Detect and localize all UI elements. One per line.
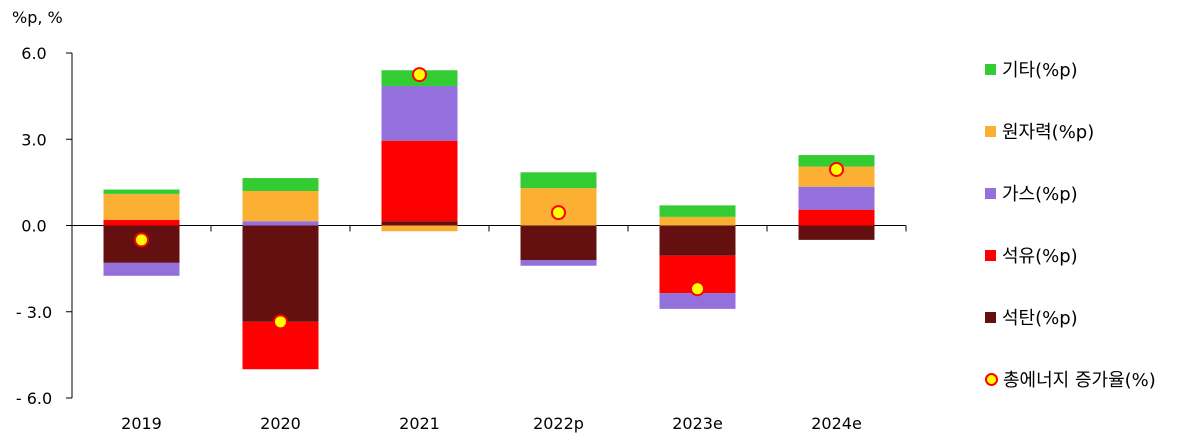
bar-segment	[103, 189, 180, 194]
legend-swatch	[985, 311, 996, 323]
x-tick-label: 2020	[260, 414, 301, 433]
bar-segment	[659, 205, 736, 217]
bar-segment	[798, 155, 875, 167]
bar-segment	[381, 225, 458, 232]
bar-segment	[520, 260, 597, 266]
x-tick-label: 2019	[121, 414, 162, 433]
legend-item: 기타(%p)	[985, 38, 1195, 100]
legend-swatch	[985, 63, 996, 75]
legend-marker-swatch	[985, 372, 998, 386]
bar-segment	[103, 219, 180, 226]
total-marker	[551, 205, 566, 221]
bar-segment	[520, 225, 597, 260]
total-marker	[690, 281, 705, 297]
bar-segment	[798, 209, 875, 226]
bars	[103, 70, 875, 370]
bar-segment	[798, 186, 875, 210]
bar-segment	[798, 225, 875, 240]
total-marker	[273, 314, 288, 330]
legend-swatch	[985, 187, 996, 199]
y-tick-label: 3.0	[21, 130, 46, 149]
bar-segment	[381, 140, 458, 222]
legend-swatch	[985, 249, 996, 261]
total-marker	[134, 232, 149, 248]
bar-segment	[659, 216, 736, 226]
legend-item: 가스(%p)	[985, 162, 1195, 224]
legend-label: 기타(%p)	[1002, 60, 1078, 81]
bar-segment	[381, 86, 458, 141]
axes	[66, 52, 907, 399]
y-tick-label: 6.0	[21, 44, 46, 63]
x-tick-label: 2023e	[672, 414, 723, 433]
bar-segment	[659, 293, 736, 309]
bar-segment	[242, 321, 319, 370]
legend-label: 석유(%p)	[1002, 246, 1078, 267]
legend-label: 가스(%p)	[1002, 184, 1078, 205]
total-markers	[134, 67, 844, 330]
bar-segment	[103, 262, 180, 276]
legend-swatch	[985, 125, 996, 137]
tick-labels: 6.0 3.0 0.0 - 3.0 - 6.0 2019 2020 2021 2022p 2023…	[16, 44, 862, 433]
legend-item: 석탄(%p)	[985, 286, 1195, 348]
total-marker	[829, 161, 844, 177]
y-tick-label: - 6.0	[16, 389, 52, 408]
stacked-bar-chart: 6.0 3.0 0.0 - 3.0 - 6.0 2019 2020 2021 2022p 2023…	[16, 44, 907, 433]
x-tick-label: 2021	[399, 414, 440, 433]
total-marker	[412, 67, 427, 83]
bar-segment	[242, 225, 319, 322]
x-tick-label: 2022p	[533, 414, 584, 433]
bar-segment	[659, 225, 736, 256]
bar-segment	[242, 191, 319, 222]
y-tick-label: 0.0	[21, 217, 46, 236]
legend-item: 총에너지 증가율(%)	[985, 348, 1195, 410]
y-axis-unit-label: %p, %	[12, 8, 63, 27]
legend-item: 석유(%p)	[985, 224, 1195, 286]
legend-label: 총에너지 증가율(%)	[1003, 370, 1156, 391]
y-tick-label: - 3.0	[16, 303, 52, 322]
bar-segment	[103, 193, 180, 220]
bar-segment	[242, 221, 319, 226]
bar-segment	[242, 178, 319, 191]
bar-segment	[381, 221, 458, 226]
legend-item: 원자력(%p)	[985, 100, 1195, 162]
legend-label: 석탄(%p)	[1002, 308, 1078, 329]
x-tick-label: 2024e	[811, 414, 862, 433]
legend-label: 원자력(%p)	[1002, 122, 1095, 143]
bar-segment	[520, 172, 597, 189]
legend: 기타(%p) 원자력(%p) 가스(%p) 석유(%p) 석탄(%p) 총에너지 증가율(…	[985, 38, 1195, 410]
